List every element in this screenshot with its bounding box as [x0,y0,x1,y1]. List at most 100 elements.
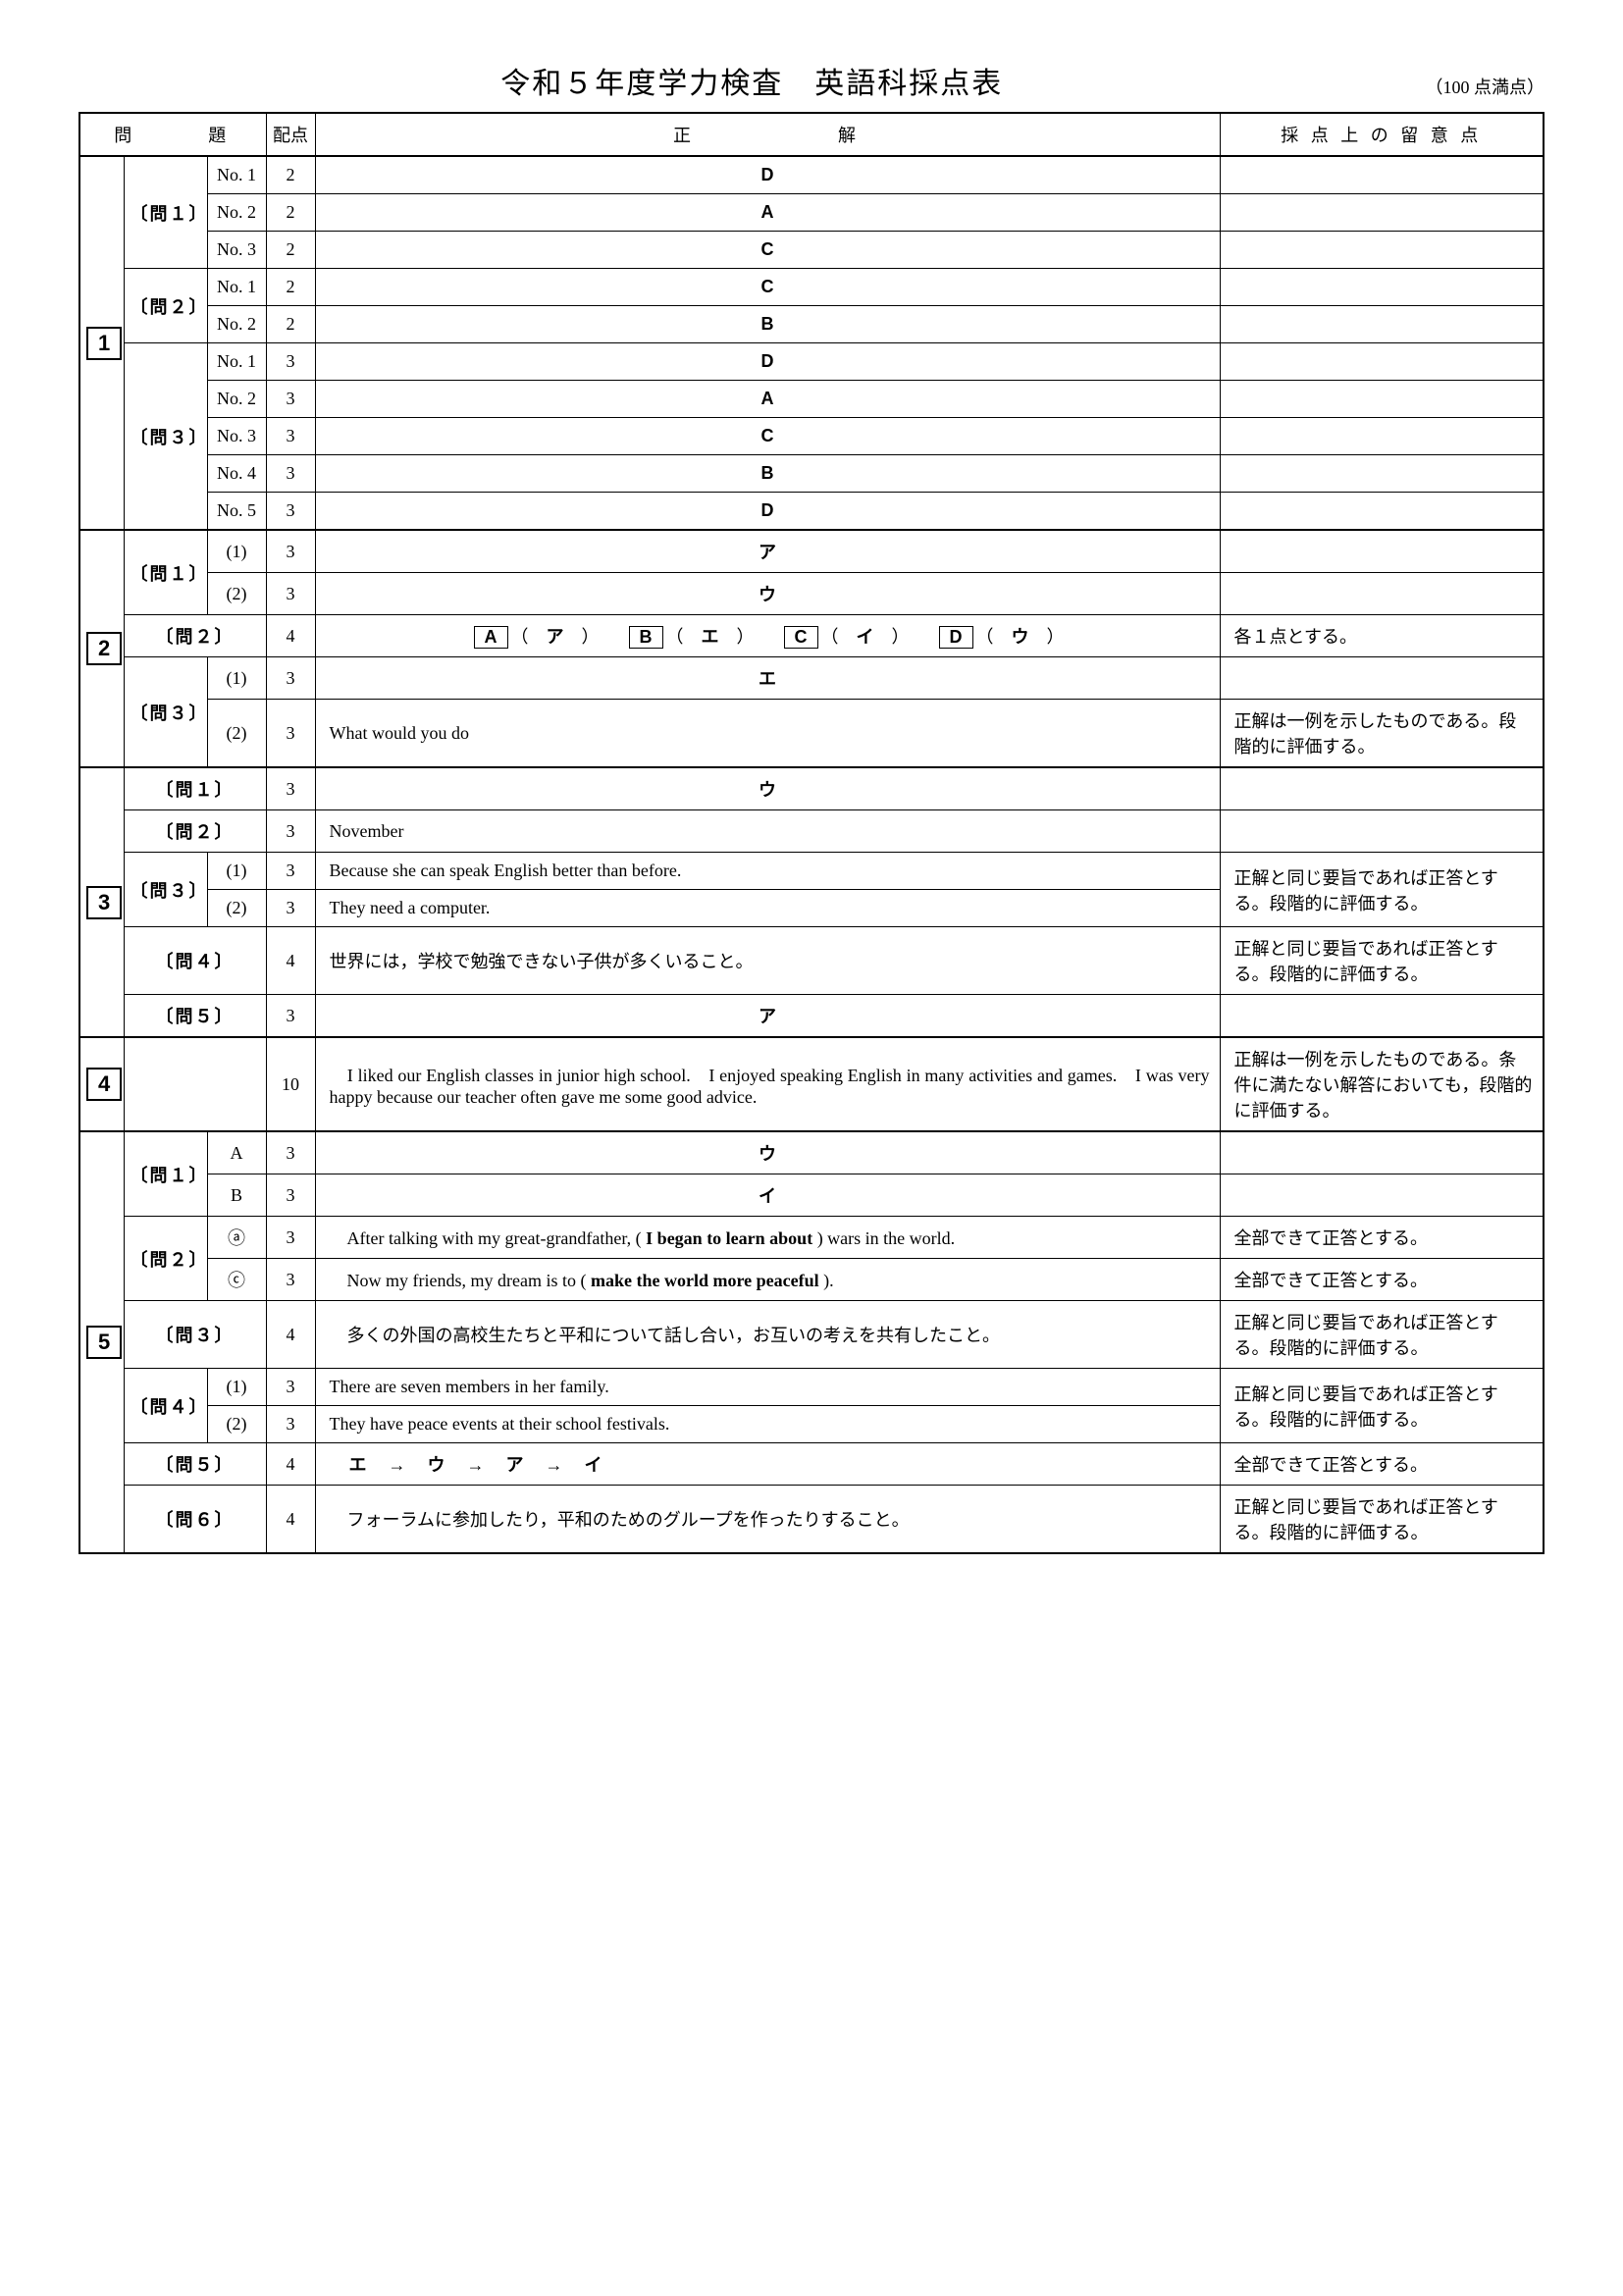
sub-no: (2) [207,700,266,768]
points: 3 [266,1131,315,1174]
points: 3 [266,995,315,1038]
note [1220,493,1544,531]
sub-no: No. 2 [207,381,266,418]
sub-no: A [207,1131,266,1174]
note: 正解は一例を示したものである。段階的に評価する。 [1220,700,1544,768]
points: 4 [266,1301,315,1369]
note [1220,810,1544,853]
answer: B [315,455,1220,493]
points: 3 [266,343,315,381]
toi-label: 〔問２〕 [124,269,207,343]
sub-no: (1) [207,657,266,700]
answer: エ [315,657,1220,700]
sub-no: No. 1 [207,156,266,194]
points: 3 [266,530,315,573]
note [1220,306,1544,343]
hdr-question: 問 題 [79,113,266,156]
note: 各１点とする。 [1220,615,1544,657]
answer: D [315,156,1220,194]
points: 3 [266,1406,315,1443]
toi-label: 〔問４〕 [124,1369,207,1443]
answer: ア [315,530,1220,573]
answer: ウ [315,573,1220,615]
note: 正解と同じ要旨であれば正答とする。段階的に評価する。 [1220,1301,1544,1369]
answer: 多くの外国の高校生たちと平和について話し合い，お互いの考えを共有したこと。 [315,1301,1220,1369]
section-2: 2 [79,530,124,767]
section-5: 5 [79,1131,124,1553]
title-row: 令和５年度学力検査 英語科採点表 （100 点満点） [79,59,1544,102]
answer: ウ [315,767,1220,810]
toi-label [124,1037,266,1131]
answer: ア [315,995,1220,1038]
note: 正解と同じ要旨であれば正答とする。段階的に評価する。 [1220,1369,1544,1443]
sub-no: No. 4 [207,455,266,493]
sub-no: No. 2 [207,306,266,343]
answer: C [315,232,1220,269]
points: 3 [266,853,315,890]
note [1220,343,1544,381]
toi-label: 〔問２〕 [124,1217,207,1301]
sub-no: ⓒ [207,1259,266,1301]
points: 3 [266,767,315,810]
note [1220,1131,1544,1174]
answer: There are seven members in her family. [315,1369,1220,1406]
sub-no: (1) [207,853,266,890]
note [1220,657,1544,700]
answer: They have peace events at their school f… [315,1406,1220,1443]
sub-no: (2) [207,1406,266,1443]
answer: エ → ウ → ア → イ [315,1443,1220,1486]
answer: ウ [315,1131,1220,1174]
sub-no: No. 3 [207,232,266,269]
hdr-notes: 採 点 上 の 留 意 点 [1220,113,1544,156]
answer: フォーラムに参加したり，平和のためのグループを作ったりすること。 [315,1486,1220,1554]
note [1220,418,1544,455]
note [1220,455,1544,493]
note [1220,156,1544,194]
note [1220,767,1544,810]
sub-no: No. 1 [207,269,266,306]
note: 正解は一例を示したものである。条件に満たない解答においても，段階的に評価する。 [1220,1037,1544,1131]
toi-label: 〔問２〕 [124,810,266,853]
answer: What would you do [315,700,1220,768]
points: 3 [266,1217,315,1259]
hdr-points: 配点 [266,113,315,156]
note [1220,530,1544,573]
section-4: 4 [79,1037,124,1131]
toi-label: 〔問３〕 [124,343,207,531]
points: 4 [266,1443,315,1486]
note [1220,573,1544,615]
points: 4 [266,1486,315,1554]
toi-label: 〔問１〕 [124,156,207,269]
toi-label: 〔問３〕 [124,853,207,927]
answer: D [315,343,1220,381]
sub-no: (1) [207,1369,266,1406]
note [1220,232,1544,269]
points: 3 [266,573,315,615]
toi-label: 〔問５〕 [124,995,266,1038]
points: 3 [266,700,315,768]
note [1220,194,1544,232]
points: 2 [266,306,315,343]
points: 4 [266,615,315,657]
full-marks: （100 点満点） [1426,74,1545,99]
points: 3 [266,1174,315,1217]
note [1220,381,1544,418]
points: 3 [266,1369,315,1406]
page-title: 令和５年度学力検査 英語科採点表 [79,59,1426,102]
points: 2 [266,194,315,232]
sub-no: (2) [207,573,266,615]
toi-label: 〔問１〕 [124,1131,207,1217]
answer: Now my friends, my dream is to ( make th… [315,1259,1220,1301]
sub-no: B [207,1174,266,1217]
points: 3 [266,657,315,700]
answer: A [315,194,1220,232]
answer: 世界には，学校で勉強できない子供が多くいること。 [315,927,1220,995]
answer: Because she can speak English better tha… [315,853,1220,890]
answer: C [315,418,1220,455]
points: 4 [266,927,315,995]
answer: They need a computer. [315,890,1220,927]
answer: B [315,306,1220,343]
toi-label: 〔問３〕 [124,1301,266,1369]
note [1220,995,1544,1038]
note: 正解と同じ要旨であれば正答とする。段階的に評価する。 [1220,1486,1544,1554]
